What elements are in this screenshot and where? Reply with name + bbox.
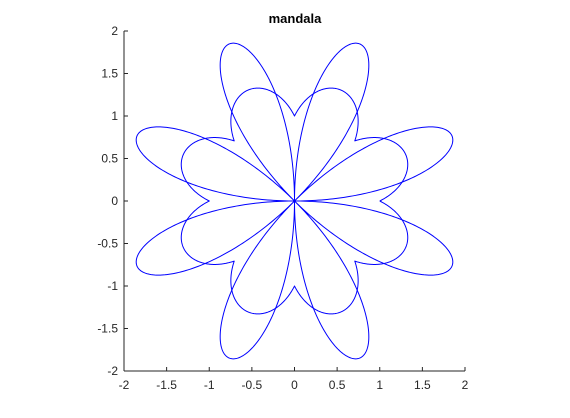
y-tick-label: 1.5	[101, 67, 118, 81]
x-tick-label: -0.5	[242, 378, 263, 392]
plot-series	[135, 42, 454, 360]
y-tick-label: 0	[111, 194, 118, 208]
x-tick-label: 2	[462, 378, 469, 392]
chart-title: mandala	[269, 11, 323, 26]
y-ticks: 2 1.5 1 0.5 0 -0.5 -1 -1.5 -2	[97, 24, 128, 378]
x-ticks: -2 -1.5 -1 -0.5 0 0.5 1 1.5 2	[119, 367, 469, 392]
x-tick-label: -1.5	[156, 378, 177, 392]
y-tick-label: 2	[111, 24, 118, 38]
x-tick-label: 1	[376, 378, 383, 392]
inner-rose-curve	[135, 42, 454, 360]
y-tick-label: -0.5	[97, 237, 118, 251]
y-tick-label: -1	[107, 279, 118, 293]
x-tick-label: -1	[204, 378, 215, 392]
y-tick-label: -2	[107, 364, 118, 378]
y-tick-label: 1	[111, 109, 118, 123]
x-tick-label: -2	[119, 378, 130, 392]
x-tick-label: 1.5	[414, 378, 431, 392]
outer-flower-curve	[180, 87, 409, 315]
x-tick-label: 0.5	[329, 378, 346, 392]
y-tick-label: -1.5	[97, 322, 118, 336]
y-tick-label: 0.5	[101, 152, 118, 166]
x-tick-label: 0	[291, 378, 298, 392]
